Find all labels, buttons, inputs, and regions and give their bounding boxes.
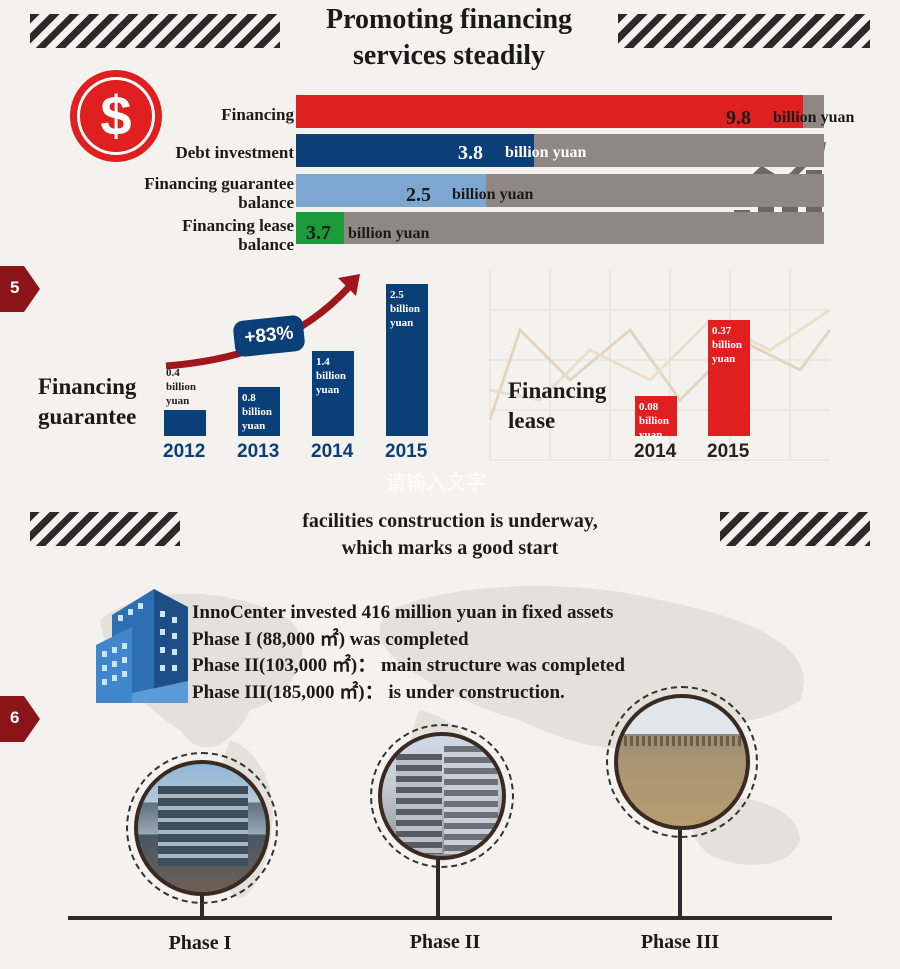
timeline-stem-phase2 [436,858,440,918]
section2-title-line2: which marks a good start [341,537,559,559]
bar-debt: 3.8 billion yuan [296,134,824,167]
gbars-bar-2012: 0.4 billion yuan [164,367,206,436]
detail-line-phase3: Phase III(185,000 ㎡)： is under construct… [192,681,565,703]
bar-fill-guarantee [296,174,487,207]
section-marker-6: 6 [0,696,40,742]
lbars-bar-2015: 0.37 billion yuan [708,320,750,436]
bar-label-financing: Financing [221,105,294,124]
section2-title-line1: facilities construction is underway, [302,510,598,532]
gbars-year-2015: 2015 [385,441,428,462]
section1-title-line2: services steadily [352,40,546,71]
bar-fill-debt [296,134,534,167]
gbars-year-2012: 2012 [163,441,206,462]
bar-financing: 9.8 billion yuan [296,95,854,129]
lbars-year-2015: 2015 [707,441,750,462]
gbars-bar-label-2012: 0.4 billion yuan [166,367,196,407]
bar-fill-financing [296,95,803,128]
gbars-bar-2015: 2.5 billion yuan [386,284,428,436]
gbars-bar-label-2015: 2.5 billion yuan [390,289,420,329]
growth-badge: +83% [232,314,306,358]
section1-title: Promoting financing services steadily [280,2,618,74]
bar-label-guarantee: Financing guarantee balance [144,174,294,212]
timeline-stem-phase3 [678,830,682,918]
gbars-year-2013: 2013 [237,441,280,462]
gbars-bar-label-2013: 0.8 billion yuan [242,392,272,432]
phase1-building-facade [158,786,248,866]
building-icon [96,589,188,703]
phase-label-3: Phase III [640,931,720,953]
phase-label-1: Phase I [168,932,232,954]
bar-unit-financing: billion yuan [773,109,855,126]
section-marker-5-number: 5 [10,278,20,297]
bar-unit-debt: billion yuan [505,144,587,161]
phase3-sheet-piles [618,736,746,746]
header-stripes-left [30,14,280,48]
bar-guarantee: 2.5 billion yuan [296,174,824,207]
section2-stripes-right [720,512,870,546]
detail-line-phase1: Phase I (88,000 ㎡) was completed [192,628,469,650]
watermark-text: 请输入文字 [386,472,486,494]
phase2-photo [370,724,514,868]
lbars-bar-label-2014: 0.08 billion yuan [639,401,669,441]
phase2-structure-right [444,746,498,854]
lease-heading: Financing lease [508,378,607,433]
phase3-photo [606,686,758,838]
dollar-icon: $ [70,70,162,162]
bar-value-guarantee: 2.5 [406,184,431,206]
phase-label-2: Phase II [409,931,481,953]
header-stripes-right [618,14,870,48]
bar-value-debt: 3.8 [458,142,483,164]
gbars-bar-2014: 1.4 billion yuan [312,351,354,436]
timeline-line [68,916,832,920]
bar-value-lease: 3.7 [306,222,331,244]
lbars-year-2014: 2014 [634,441,677,462]
section2-title: facilities construction is underway, whi… [200,508,700,562]
lbars-bar-2014: 0.08 billion yuan [635,396,677,441]
guarantee-heading: Financing guarantee [38,374,137,429]
section-marker-6-number: 6 [10,708,20,727]
construction-details: InnoCenter invested 416 million yuan in … [192,600,625,706]
phase2-structure-left [396,754,442,854]
gbars-year-2014: 2014 [311,441,354,462]
section2-stripes-left [30,512,180,546]
lbars-bar-label-2015: 0.37 billion yuan [712,325,742,365]
bar-unit-lease: billion yuan [348,225,430,242]
phase1-photo [126,752,278,904]
bar-value-financing: 9.8 [726,107,751,129]
bar-fill-lease [296,212,344,244]
gbars-bar-label-2014: 1.4 billion yuan [316,356,346,396]
bar-lease: 3.7 billion yuan [296,212,824,244]
bar-label-debt: Debt investment [175,143,294,162]
section1-title-line1: Promoting financing [325,4,573,35]
gbars-bar-2013: 0.8 billion yuan [238,387,280,436]
detail-line-phase2: Phase II(103,000 ㎡)： main structure was … [192,655,625,676]
bar-unit-guarantee: billion yuan [452,186,534,203]
detail-line-investment: InnoCenter invested 416 million yuan in … [192,602,614,623]
bar-label-lease: Financing lease balance [182,216,294,254]
section-marker-5: 5 [0,266,40,312]
